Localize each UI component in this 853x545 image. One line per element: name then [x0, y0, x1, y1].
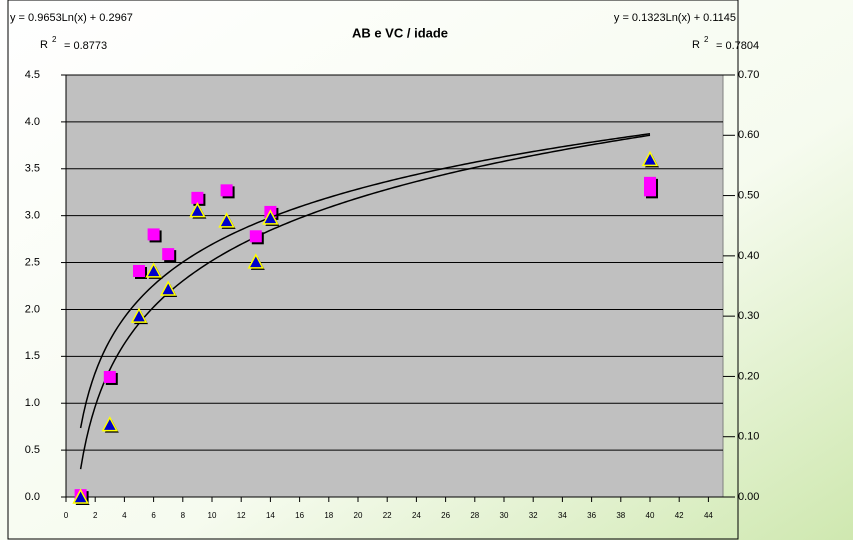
square-marker — [147, 228, 160, 241]
r2-text: = 0.7804 — [716, 40, 759, 52]
triangle-marker — [159, 280, 177, 296]
square-marker — [644, 184, 656, 197]
x-tick-label: 44 — [704, 511, 713, 520]
r2-symbol: R — [692, 39, 700, 51]
x-tick-label: 10 — [208, 511, 217, 520]
x-tick-label: 6 — [151, 511, 156, 520]
trend-line — [79, 133, 651, 429]
x-tick-label: 20 — [354, 511, 363, 520]
x-tick-label: 42 — [675, 511, 684, 520]
x-tick-label: 28 — [470, 511, 479, 520]
square-marker — [162, 248, 175, 261]
triangle-marker — [130, 307, 148, 323]
y2-tick-label: 0.10 — [738, 431, 759, 443]
y-tick-label: 4.5 — [25, 69, 40, 81]
x-tick-label: 18 — [324, 511, 333, 520]
r2-exp: 2 — [704, 35, 709, 44]
square-marker — [133, 264, 145, 277]
square-marker — [191, 191, 204, 204]
y-tick-label: 1.0 — [25, 397, 40, 409]
x-tick-label: 34 — [558, 511, 567, 520]
trend-line — [79, 134, 651, 470]
y-tick-label: 3.0 — [25, 210, 40, 222]
chart-title: AB e VC / idade — [352, 25, 448, 40]
y-tick-label: 3.5 — [25, 163, 40, 175]
r2-symbol: R — [40, 39, 48, 51]
r2-exp: 2 — [52, 35, 57, 44]
y-tick-label: 4.0 — [25, 116, 40, 128]
square-marker — [249, 230, 262, 243]
x-tick-label: 14 — [266, 511, 275, 520]
triangle-marker — [247, 253, 265, 269]
triangle-marker — [262, 209, 279, 225]
y2-tick-label: 0.60 — [738, 129, 759, 141]
plot-area — [65, 74, 724, 498]
x-tick-label: 38 — [616, 511, 625, 520]
x-tick-label: 36 — [587, 511, 596, 520]
y2-tick-label: 0.20 — [738, 370, 759, 382]
y2-tick-label: 0.50 — [738, 189, 759, 201]
square-marker — [220, 184, 233, 197]
chart-frame — [7, 0, 739, 540]
y-tick-label: 2.5 — [25, 256, 40, 268]
y-tick-label: 1.5 — [25, 350, 40, 362]
y2-tick-label: 0.40 — [738, 250, 759, 262]
y-tick-label: 0.5 — [25, 444, 40, 456]
x-tick-label: 26 — [441, 511, 450, 520]
y-tick-label: 0.0 — [25, 491, 40, 503]
y2-tick-label: 0.00 — [738, 491, 759, 503]
x-tick-label: 32 — [529, 511, 538, 520]
triangle-marker — [72, 488, 89, 504]
triangle-marker — [189, 202, 206, 218]
r2-text: = 0.8773 — [64, 40, 107, 52]
x-tick-label: 24 — [412, 511, 421, 520]
triangle-marker — [145, 262, 162, 278]
triangle-marker — [101, 416, 119, 432]
x-tick-label: 2 — [93, 511, 98, 520]
x-tick-label: 0 — [64, 511, 69, 520]
trend-equation: y = 0.1323Ln(x) + 0.1145 — [614, 12, 736, 24]
trend-equation: y = 0.9653Ln(x) + 0.2967 — [10, 12, 133, 24]
triangle-marker — [218, 212, 235, 228]
square-marker — [103, 370, 116, 383]
y2-tick-label: 0.70 — [738, 69, 759, 81]
triangle-marker — [641, 150, 659, 167]
x-tick-label: 4 — [122, 511, 127, 520]
x-tick-label: 12 — [237, 511, 246, 520]
x-tick-label: 16 — [295, 511, 304, 520]
x-tick-label: 30 — [500, 511, 509, 520]
x-tick-label: 22 — [383, 511, 392, 520]
x-tick-label: 40 — [646, 511, 655, 520]
y2-tick-label: 0.30 — [738, 310, 759, 322]
x-tick-label: 8 — [181, 511, 186, 520]
y-tick-label: 2.0 — [25, 303, 40, 315]
